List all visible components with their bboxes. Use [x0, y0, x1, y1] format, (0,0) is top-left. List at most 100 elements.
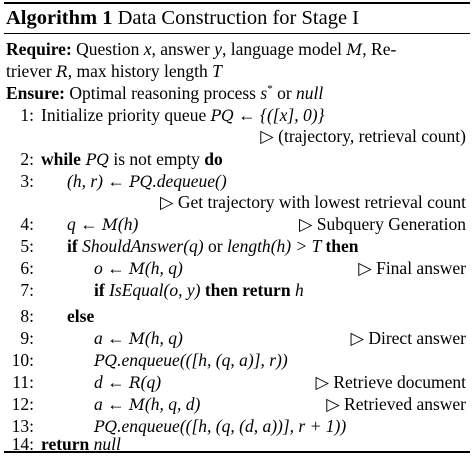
line-comment: ▷ Get trajectory with lowest retrieval c… — [160, 192, 466, 212]
require-text: , Re- — [362, 39, 397, 59]
line-number: 10: — [11, 350, 34, 370]
line-number: 9: — [20, 328, 34, 348]
ensure-line: Ensure: Optimal reasoning process s* or … — [4, 82, 470, 104]
line-comment: ▷ Direct answer — [350, 328, 467, 348]
line-number: 13: — [11, 416, 34, 436]
algorithm-name: Data Construction for Stage I — [117, 7, 359, 29]
var-x: x — [143, 39, 152, 59]
line-1-comment-row: ▷ (trajectory, retrieval count) — [4, 125, 470, 147]
return-value: h — [290, 280, 304, 300]
line-number: 2: — [20, 149, 34, 169]
line-12: 12: a ← M(h, q, d) ▷ Retrieved answer — [4, 393, 470, 415]
enqueue-call: .enqueue(([h, (q, a)], r)) — [117, 350, 288, 370]
while-keyword: while — [41, 149, 81, 169]
if-keyword: if — [67, 236, 78, 256]
pq-symbol: PQ — [94, 418, 118, 436]
algorithm-label: Algorithm 1 — [6, 7, 113, 29]
assign-lhs: (h, r) ← — [67, 171, 130, 191]
retriever-symbol: R — [129, 374, 141, 392]
require-line-1: Require: Question x, answer y, language … — [4, 38, 470, 60]
assign-lhs: q ← — [67, 214, 102, 234]
line-11: 11: d ← R(q) ▷ Retrieve document — [4, 371, 470, 393]
line-text: is not empty — [108, 149, 205, 169]
line-number: 11: — [12, 372, 34, 392]
model-symbol: M — [129, 260, 145, 278]
require-line-2: triever R, max history length T — [4, 60, 470, 82]
var-s: s — [260, 83, 268, 103]
do-keyword: do — [204, 149, 223, 169]
line-comment: ▷ Final answer — [358, 258, 466, 278]
assign-rhs: (h, q) — [144, 328, 183, 348]
line-9: 9: a ← M(h, q) ▷ Direct answer — [4, 327, 470, 349]
line-4: 4: q ← M(h) ▷ Subquery Generation — [4, 213, 470, 235]
require-text: Question — [76, 39, 144, 59]
or-text: or — [203, 236, 227, 256]
return-keyword: return — [41, 434, 90, 454]
enqueue-call: .enqueue(([h, (q, (d, a))], r + 1)) — [117, 416, 347, 436]
line-number: 4: — [20, 214, 34, 234]
ensure-keyword: Ensure: — [6, 83, 65, 103]
line-8: 8: else — [4, 305, 470, 327]
line-3-comment-row: ▷ Get trajectory with lowest retrieval c… — [4, 191, 470, 213]
star-superscript: * — [267, 83, 273, 96]
pq-symbol: PQ — [129, 173, 153, 191]
pq-symbol: PQ — [210, 107, 234, 125]
require-text: , language model — [221, 39, 347, 59]
line-7: 7: if IsEqual(o, y) then return h — [4, 279, 470, 301]
line-number: 3: — [20, 171, 34, 191]
require-keyword: Require: — [6, 39, 72, 59]
function-args: (h) > T — [270, 236, 326, 256]
model-symbol: M — [129, 330, 145, 348]
title-rule — [4, 33, 470, 34]
line-comment: ▷ (trajectory, retrieval count) — [260, 126, 466, 146]
assign-rhs: (h, q, d) — [144, 394, 201, 414]
function-args: (o, y) — [163, 280, 205, 300]
assign-rhs: (q) — [140, 372, 162, 392]
line-number: 7: — [20, 280, 34, 300]
else-keyword: else — [67, 306, 95, 326]
ensure-text: Optimal reasoning process — [69, 83, 261, 103]
init-expression: ← {([x], 0)} — [233, 105, 325, 125]
line-10: 10: PQ.enqueue(([h, (q, a)], r)) — [4, 349, 470, 371]
line-1: 1: Initialize priority queue PQ ← {([x],… — [4, 104, 470, 126]
ensure-text: or — [272, 83, 297, 103]
require-text: triever — [6, 61, 57, 81]
assign-lhs: a ← — [94, 328, 129, 348]
top-rule — [4, 2, 470, 4]
model-symbol: M — [346, 41, 363, 59]
require-text: , max history length — [67, 61, 213, 81]
assign-lhs: a ← — [94, 394, 129, 414]
line-comment: ▷ Retrieve document — [315, 372, 467, 392]
if-keyword: if — [94, 280, 105, 300]
line-number: 6: — [20, 258, 34, 278]
line-number: 1: — [20, 105, 34, 125]
require-text: , answer — [151, 39, 215, 59]
line-6: 6: o ← M(h, q) ▷ Final answer — [4, 257, 470, 279]
var-y: y — [214, 39, 222, 59]
line-13: 13: PQ.enqueue(([h, (q, (d, a))], r + 1)… — [4, 415, 470, 437]
function-name: IsEqual — [104, 280, 164, 300]
line-number: 14: — [11, 434, 34, 454]
assign-rhs: (h, q) — [144, 258, 183, 278]
algorithm-title: Algorithm 1 Data Construction for Stage … — [6, 5, 359, 31]
null-value: null — [296, 83, 324, 103]
model-symbol: M — [102, 216, 118, 234]
algorithm-box: Algorithm 1 Data Construction for Stage … — [4, 2, 470, 454]
then-keyword: then — [325, 236, 359, 256]
line-14: 14: return null — [4, 433, 470, 455]
bottom-rule — [4, 451, 470, 453]
function-name: ShouldAnswer — [77, 236, 184, 256]
line-comment: ▷ Subquery Generation — [298, 214, 466, 234]
pq-symbol: PQ — [94, 352, 118, 370]
function-args: (q) — [183, 236, 204, 256]
line-2: 2: while PQ is not empty do — [4, 148, 470, 170]
line-comment: ▷ Retrieved answer — [326, 394, 466, 414]
line-5: 5: if ShouldAnswer(q) or length(h) > T t… — [4, 235, 470, 257]
assign-lhs: o ← — [94, 258, 129, 278]
assign-rhs: (h) — [117, 214, 139, 234]
var-T: T — [212, 61, 222, 81]
assign-lhs: d ← — [94, 372, 129, 392]
assign-rhs: .dequeue() — [152, 171, 227, 191]
line-number: 12: — [11, 394, 34, 414]
function-name: length — [226, 236, 271, 256]
